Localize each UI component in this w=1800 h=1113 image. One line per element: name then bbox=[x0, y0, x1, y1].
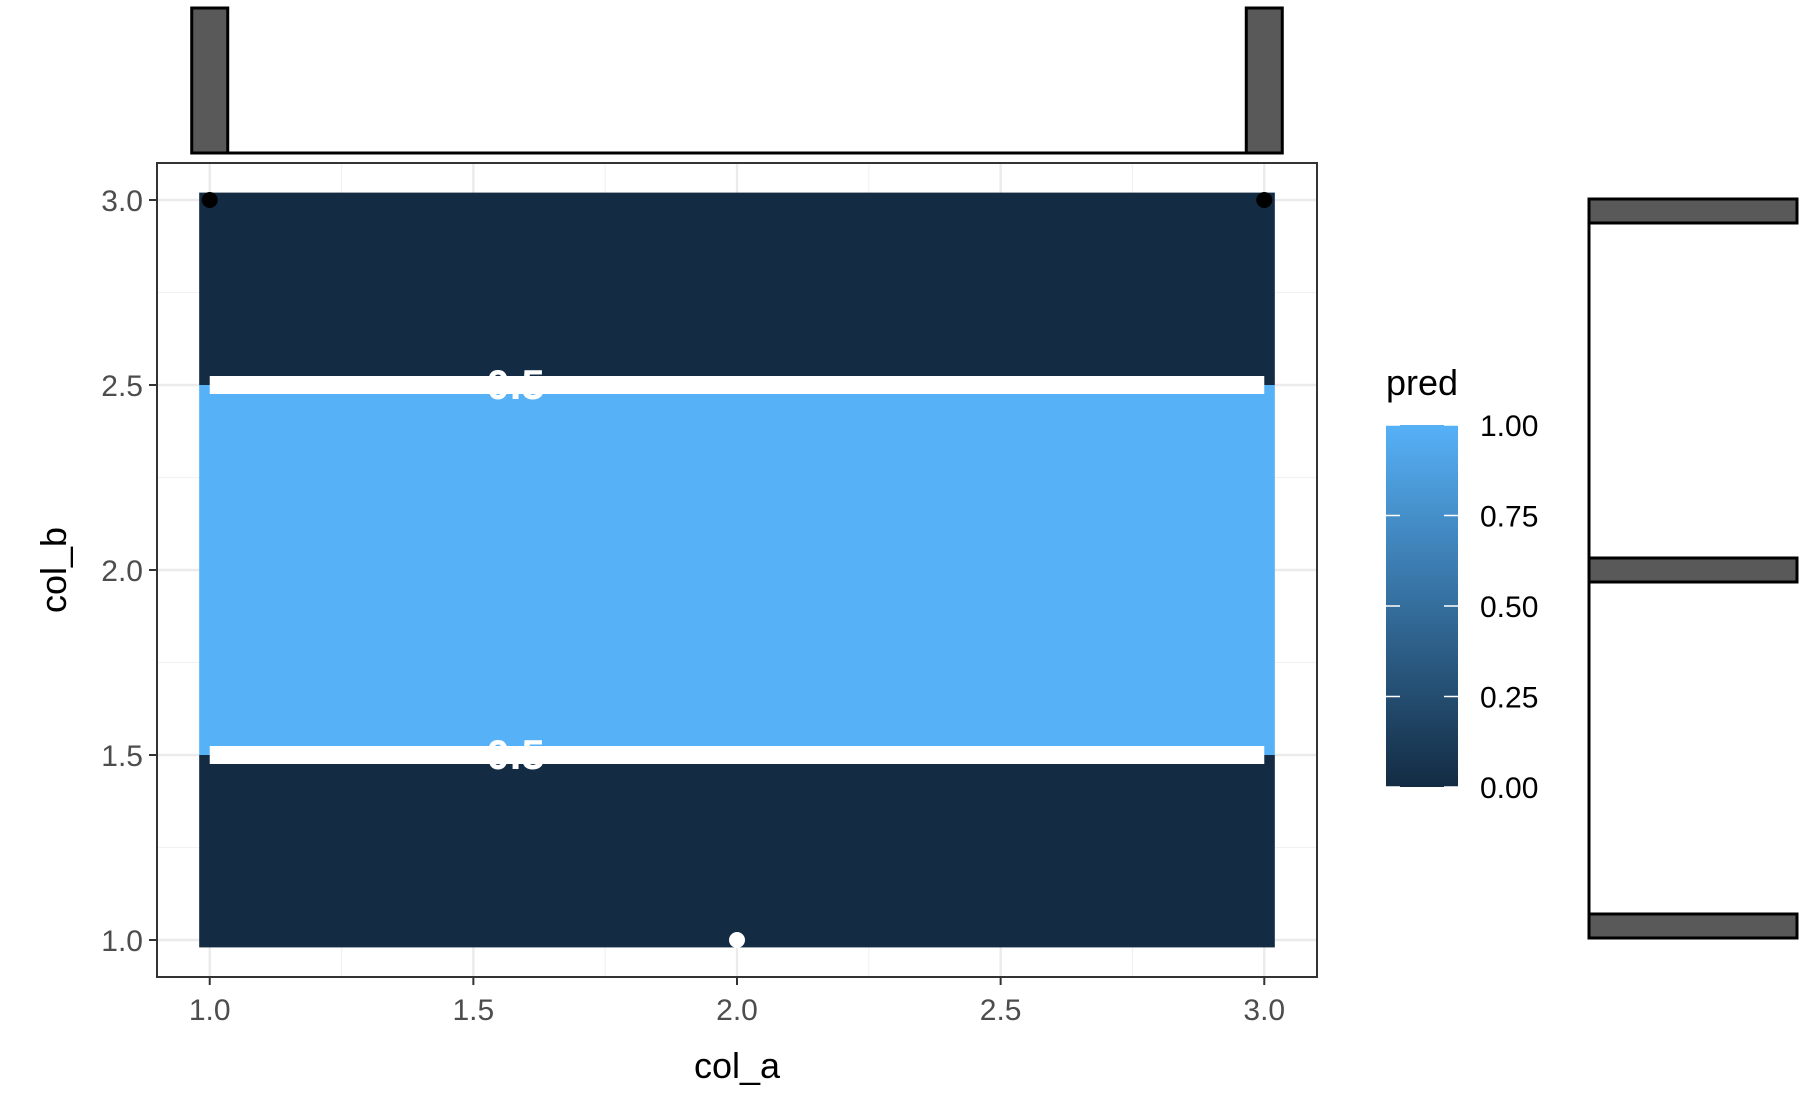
legend-tick-label: 1.00 bbox=[1480, 410, 1538, 443]
x-axis-title: col_a bbox=[694, 1045, 781, 1086]
legend-tick-label: 0.25 bbox=[1480, 682, 1538, 715]
legend-tick-label: 0.00 bbox=[1480, 772, 1538, 805]
y-tick-label: 2.5 bbox=[101, 370, 143, 403]
y-axis-title: col_b bbox=[33, 527, 74, 613]
contour-label: 0.5 bbox=[486, 731, 544, 778]
legend-title: pred bbox=[1386, 362, 1458, 403]
top-marginal-bar bbox=[190, 6, 230, 155]
right-marginal-histogram bbox=[1587, 197, 1799, 940]
contour-lines: 0.5 0.5 bbox=[209, 361, 1265, 778]
legend-ticks: 1.00 0.75 0.50 0.25 0.00 bbox=[1386, 410, 1538, 805]
y-axis: 1.0 1.5 2.0 2.5 3.0 bbox=[101, 185, 157, 958]
data-point bbox=[201, 192, 218, 208]
x-tick-label: 3.0 bbox=[1243, 994, 1285, 1027]
y-tick-label: 1.5 bbox=[101, 740, 143, 773]
y-tick-label: 3.0 bbox=[101, 185, 143, 218]
contour-line bbox=[209, 746, 1265, 764]
top-marginal-histogram bbox=[190, 6, 1284, 155]
contour-line bbox=[209, 376, 1265, 394]
heatmap-tile bbox=[199, 385, 1275, 755]
legend-tick-label: 0.75 bbox=[1480, 501, 1538, 534]
data-points bbox=[201, 192, 1273, 948]
y-tick-label: 2.0 bbox=[101, 555, 143, 588]
right-marginal-bar bbox=[1587, 912, 1799, 940]
x-tick-label: 1.5 bbox=[453, 994, 495, 1027]
y-tick-label: 1.0 bbox=[101, 925, 143, 958]
x-tick-label: 1.0 bbox=[189, 994, 231, 1027]
heatmap-tile bbox=[199, 192, 1275, 385]
contour-label: 0.5 bbox=[486, 361, 544, 408]
x-tick-label: 2.0 bbox=[716, 994, 758, 1027]
legend-tick-label: 0.50 bbox=[1480, 591, 1538, 624]
x-axis: 1.0 1.5 2.0 2.5 3.0 bbox=[189, 977, 1285, 1027]
x-tick-label: 2.5 bbox=[980, 994, 1022, 1027]
data-point bbox=[1256, 192, 1273, 208]
right-marginal-bar bbox=[1587, 556, 1799, 584]
top-marginal-bar bbox=[1244, 6, 1284, 155]
data-point bbox=[729, 932, 745, 948]
legend: pred 1.00 0.75 0.50 0.25 0.00 bbox=[1386, 362, 1538, 805]
heatmap-tiles bbox=[199, 192, 1275, 948]
heatmap-tile bbox=[199, 755, 1275, 948]
right-marginal-bar bbox=[1587, 197, 1799, 225]
